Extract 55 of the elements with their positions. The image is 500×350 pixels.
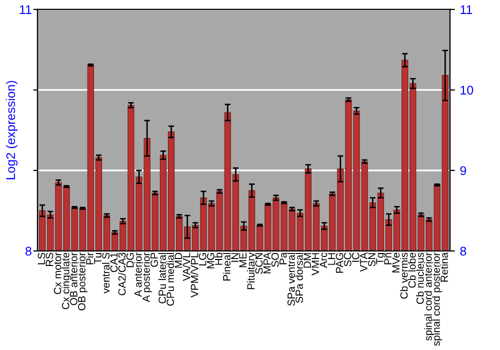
x-tick-label: MD (174, 252, 182, 268)
x-tick-label: Cb nucleus (416, 252, 424, 304)
x-tick-label: CA1 (110, 252, 118, 272)
x-tick-label: A anterior (134, 252, 142, 297)
x-tick-label: SPa ventral (287, 253, 295, 306)
x-tick-label: OB anterior (70, 252, 78, 306)
x-tick-label: Hb (214, 252, 222, 265)
x-tick-label: Retina (440, 252, 448, 282)
x-tick-label: VPM/VPL (190, 252, 198, 298)
x-tick-label: LH (328, 253, 336, 265)
x-tick-label: IN (231, 253, 238, 262)
x-tick-label: LG (198, 253, 206, 266)
x-tick-label: Pa (280, 252, 287, 264)
x-tick-label: VTA (360, 252, 368, 272)
x-tick-label: RS (46, 252, 54, 266)
x-tick-label: Tu (94, 253, 102, 264)
x-tick-label: PAG (336, 253, 344, 273)
x-tick-label: Tg (376, 253, 386, 264)
x-tick-label: Pineal (222, 253, 230, 280)
x-tick-label: Pituitary (246, 252, 257, 290)
x-tick-label: SO (271, 252, 279, 267)
x-tick-label: IC (352, 252, 360, 262)
x-tick-label: Cx cingulate (62, 252, 72, 310)
x-tick-label: Arc (320, 252, 328, 268)
x-tick-label: SPa dorsal (295, 253, 303, 303)
x-tick-label: Cb lobe (408, 252, 416, 288)
x-tick-label: DG (126, 253, 134, 268)
x-tick-label: SC (344, 252, 352, 266)
x-tick-label: MPA (263, 252, 271, 274)
x-tick-label: CPu lateral (158, 253, 166, 304)
x-tick-label: GP (150, 252, 158, 267)
y2-tick-label: 8 (460, 246, 466, 256)
x-tick-label: MVe (392, 252, 400, 272)
x-tick-label: Pir (86, 252, 94, 264)
x-tick-label: ME (239, 252, 246, 268)
x-tick-label: VA/VL (182, 252, 190, 282)
x-tick-label: ventral S (102, 252, 110, 294)
x-tick-label: spinal cord posterior (432, 252, 442, 346)
x-tick-label: DM (304, 253, 311, 268)
x-tick-label: Cb vermis (400, 252, 408, 299)
x-tick-label: Cx motor (54, 252, 62, 294)
x-tick-label: SN (368, 253, 376, 266)
x-tick-label: Pn (384, 253, 392, 264)
x-tick-label: LS (38, 252, 46, 264)
x-tick-label: CPu medial (166, 253, 174, 306)
x-tick-label: MG (206, 253, 214, 268)
x-tick-label: OB posterior (78, 252, 88, 310)
y2-tick-label: 10 (460, 86, 474, 95)
y2-tick-label: 9 (460, 166, 466, 176)
x-tick-label: CA2/CA3 (118, 252, 126, 296)
y2-tick-label: 11 (460, 5, 472, 14)
x-tick-label: SCN (255, 253, 263, 274)
x-tick-label: VMH (312, 253, 319, 276)
y-axis-title: Log2 (expression) (6, 80, 18, 180)
x-tick-label: A posterior (142, 252, 152, 302)
